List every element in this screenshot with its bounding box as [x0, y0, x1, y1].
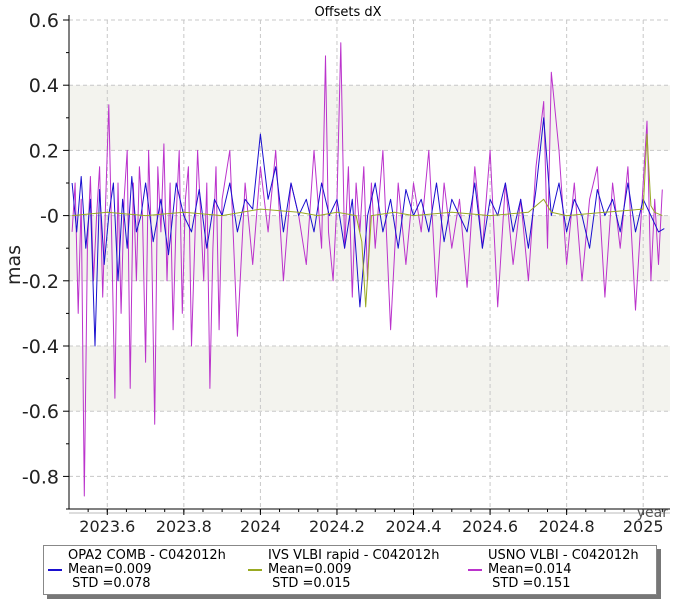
y-tick-label: -0.4 [22, 336, 59, 358]
series-layer [71, 42, 665, 497]
legend-name: OPA2 COMB - C042012h [68, 548, 226, 563]
legend-name: USNO VLBI - C042012h [488, 548, 639, 563]
series-line [71, 117, 665, 347]
legend-swatch [468, 568, 482, 571]
legend-std: STD =0.078 [68, 576, 151, 591]
legend-std: STD =0.151 [488, 576, 571, 591]
legend-mean: Mean=0.009 [268, 562, 352, 577]
y-axis-label: mas [3, 245, 25, 285]
legend-swatch [48, 568, 62, 571]
legend-entry-ivs: IVS VLBI rapid - C042012h Mean=0.009 STD… [248, 549, 439, 591]
legend-mean: Mean=0.014 [488, 562, 572, 577]
legend-name: IVS VLBI rapid - C042012h [268, 548, 440, 563]
x-tick-labels: 2023.6 2023.8 2024 2024.2 2024.4 2024.6 2024.8… [79, 517, 663, 536]
x-tick-label: 2023.6 [79, 517, 135, 536]
chart-title: Offsets dX [314, 5, 381, 20]
x-axis-label: year [637, 505, 668, 521]
legend: OPA2 COMB - C042012h Mean=0.009 STD =0.0… [43, 545, 657, 595]
x-tick-label: 2024 [240, 517, 281, 536]
y-tick-label: -0 [40, 206, 59, 228]
y-tick-label: -0.6 [22, 401, 59, 423]
series-line [72, 133, 663, 308]
x-tick-label: 2024.4 [386, 517, 442, 536]
x-tick-label: 2025 [623, 517, 664, 536]
y-tick-label: 0.4 [29, 75, 59, 97]
legend-std: STD =0.015 [268, 576, 351, 591]
x-tick-label: 2024.2 [309, 517, 365, 536]
background-band [69, 346, 670, 412]
x-tick-label: 2023.8 [156, 517, 212, 536]
y-tick-label: -0.8 [22, 466, 59, 488]
legend-entry-opa2: OPA2 COMB - C042012h Mean=0.009 STD =0.0… [48, 549, 226, 591]
legend-swatch [248, 568, 262, 571]
offsets-chart: Offsets dX mas year 2023.6 2023.8 2024 2024… [3, 5, 670, 536]
background-band [69, 85, 670, 151]
x-tick-label: 2024.8 [539, 517, 595, 536]
legend-mean: Mean=0.009 [68, 562, 152, 577]
y-tick-label: 0.6 [29, 10, 59, 32]
y-tick-label: 0.2 [29, 140, 59, 162]
x-tick-label: 2024.6 [462, 517, 518, 536]
legend-entry-usno: USNO VLBI - C042012h Mean=0.014 STD =0.1… [468, 549, 639, 591]
axes [63, 15, 670, 515]
y-tick-labels: 0.6 0.4 0.2 -0 -0.2 -0.4 -0.6 -0.8 [22, 10, 59, 488]
y-tick-label: -0.2 [22, 271, 59, 293]
